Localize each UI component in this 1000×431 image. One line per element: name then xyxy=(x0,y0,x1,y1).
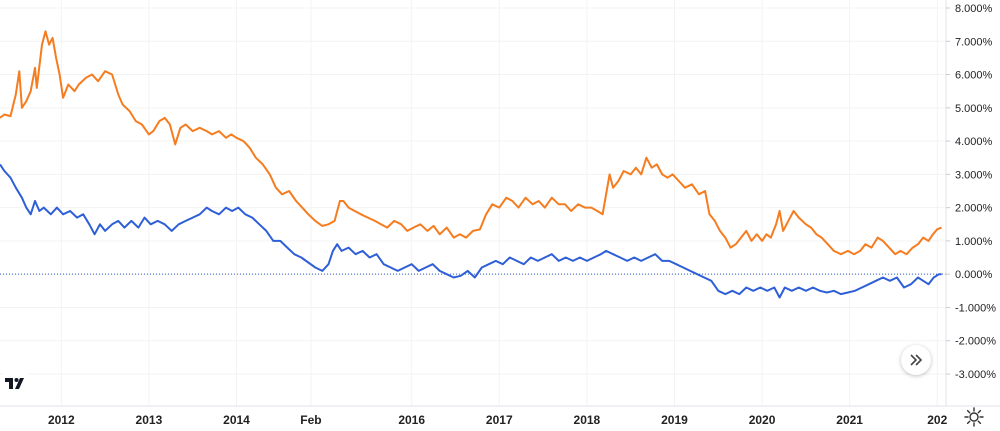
series-line-2[interactable] xyxy=(0,163,942,299)
y-tick-label: 1.000% xyxy=(955,236,993,248)
settings-button[interactable] xyxy=(963,406,985,428)
double-chevron-right-icon xyxy=(910,354,923,366)
scroll-to-realtime-button[interactable] xyxy=(901,345,931,375)
x-tick-label: 2017 xyxy=(486,413,513,427)
tradingview-logo[interactable] xyxy=(2,372,28,394)
y-tick-label: 5.000% xyxy=(955,103,993,115)
x-tick-label: 2012 xyxy=(48,413,75,427)
x-tick-label: 2020 xyxy=(749,413,776,427)
x-tick-label: 2018 xyxy=(574,413,601,427)
x-tick-label: 2014 xyxy=(223,413,250,427)
y-tick-label: 3.000% xyxy=(955,169,993,181)
y-tick-label: 0.000% xyxy=(955,269,993,281)
x-tick-label: 2021 xyxy=(836,413,863,427)
y-tick-label: 8.000% xyxy=(955,3,993,15)
y-tick-label: -3.000% xyxy=(955,369,996,381)
x-axis: 2012 2013 2014 Feb 2016 2017 2018 2019 2020 2021 2… xyxy=(0,405,1000,427)
y-tick-label: 6.000% xyxy=(955,70,993,82)
x-tick-label: 2016 xyxy=(398,413,425,427)
grid-layer xyxy=(0,0,946,406)
series-line-1[interactable] xyxy=(0,30,942,256)
x-tick-label: 2019 xyxy=(661,413,688,427)
y-tick-label: 2.000% xyxy=(955,203,993,215)
y-tick-label: 7.000% xyxy=(955,36,993,48)
series-layer xyxy=(0,30,942,299)
y-tick-label: 4.000% xyxy=(955,136,993,148)
y-tick-label: -2.000% xyxy=(955,336,996,348)
gear-icon xyxy=(964,407,984,427)
x-tick-label: 202 xyxy=(927,413,947,427)
y-tick-label: -1.000% xyxy=(955,302,996,314)
tradingview-logo-icon xyxy=(5,378,24,389)
x-tick-label: Feb xyxy=(300,413,321,427)
x-tick-label: 2013 xyxy=(136,413,163,427)
y-axis: 8.000% 7.000% 6.000% 5.000% 4.000% 3.000% 2.00… xyxy=(945,0,996,406)
